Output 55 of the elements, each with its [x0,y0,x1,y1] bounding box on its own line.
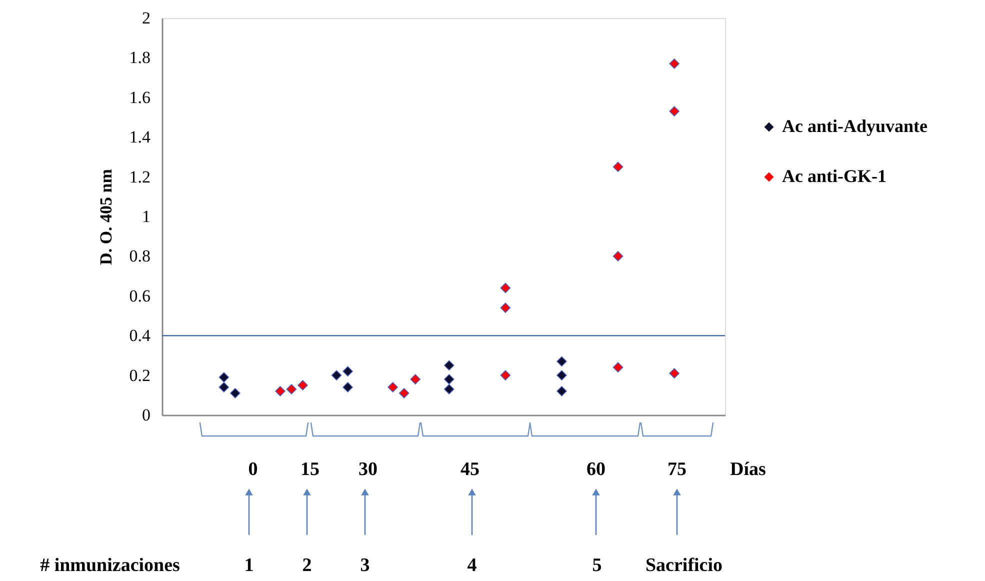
legend-label: Ac anti-GK-1 [782,166,886,186]
y-tick-label: 1.4 [129,128,151,147]
y-tick-label: 0.2 [129,366,150,385]
text: Sacrificio [645,555,723,576]
point [444,384,454,394]
point [669,368,680,378]
point [612,251,624,262]
point [669,58,680,69]
point [286,384,297,394]
y-tick-label: 1 [142,207,150,226]
point [410,374,420,384]
text: 45 [460,459,480,480]
point [298,380,308,390]
text: 0 [248,459,258,480]
y-tick-label: 1.6 [129,88,150,107]
point [398,388,410,398]
y-tick-label: 1.8 [129,48,150,68]
point [275,386,286,396]
point [500,282,511,294]
text: 75 [668,459,686,480]
text: 4 [467,555,478,576]
point [500,370,511,380]
y-axis-title: D. O. 405 nm [96,169,116,265]
point [331,370,342,380]
point [230,388,240,398]
point [218,372,230,382]
text: 3 [360,555,370,576]
text: # inmunizaciones [40,555,180,576]
text: 30 [358,459,378,480]
y-tick-label: 2 [142,8,150,28]
point [388,382,398,392]
y-tick-label: 0.4 [129,326,151,346]
text: Días [730,459,766,480]
text: 5 [592,555,602,576]
text: 15 [300,459,320,480]
point [556,370,567,380]
point [612,362,624,373]
text: 60 [586,459,606,480]
y-tick-label: 0 [142,406,150,424]
point [218,382,230,392]
y-tick-label: 0.6 [129,286,150,306]
point [556,386,567,396]
legend-label: Ac anti-Adyuvante [782,116,928,136]
point [342,382,353,392]
point [612,162,624,172]
point [342,366,353,376]
text: 1 [244,555,254,576]
y-tick-label: 1.2 [129,167,150,186]
point [556,356,567,367]
point [444,374,454,384]
point [500,302,511,313]
point [669,106,680,116]
y-tick-label: 0.8 [129,246,150,266]
text: 2 [302,555,312,576]
point [444,360,454,371]
